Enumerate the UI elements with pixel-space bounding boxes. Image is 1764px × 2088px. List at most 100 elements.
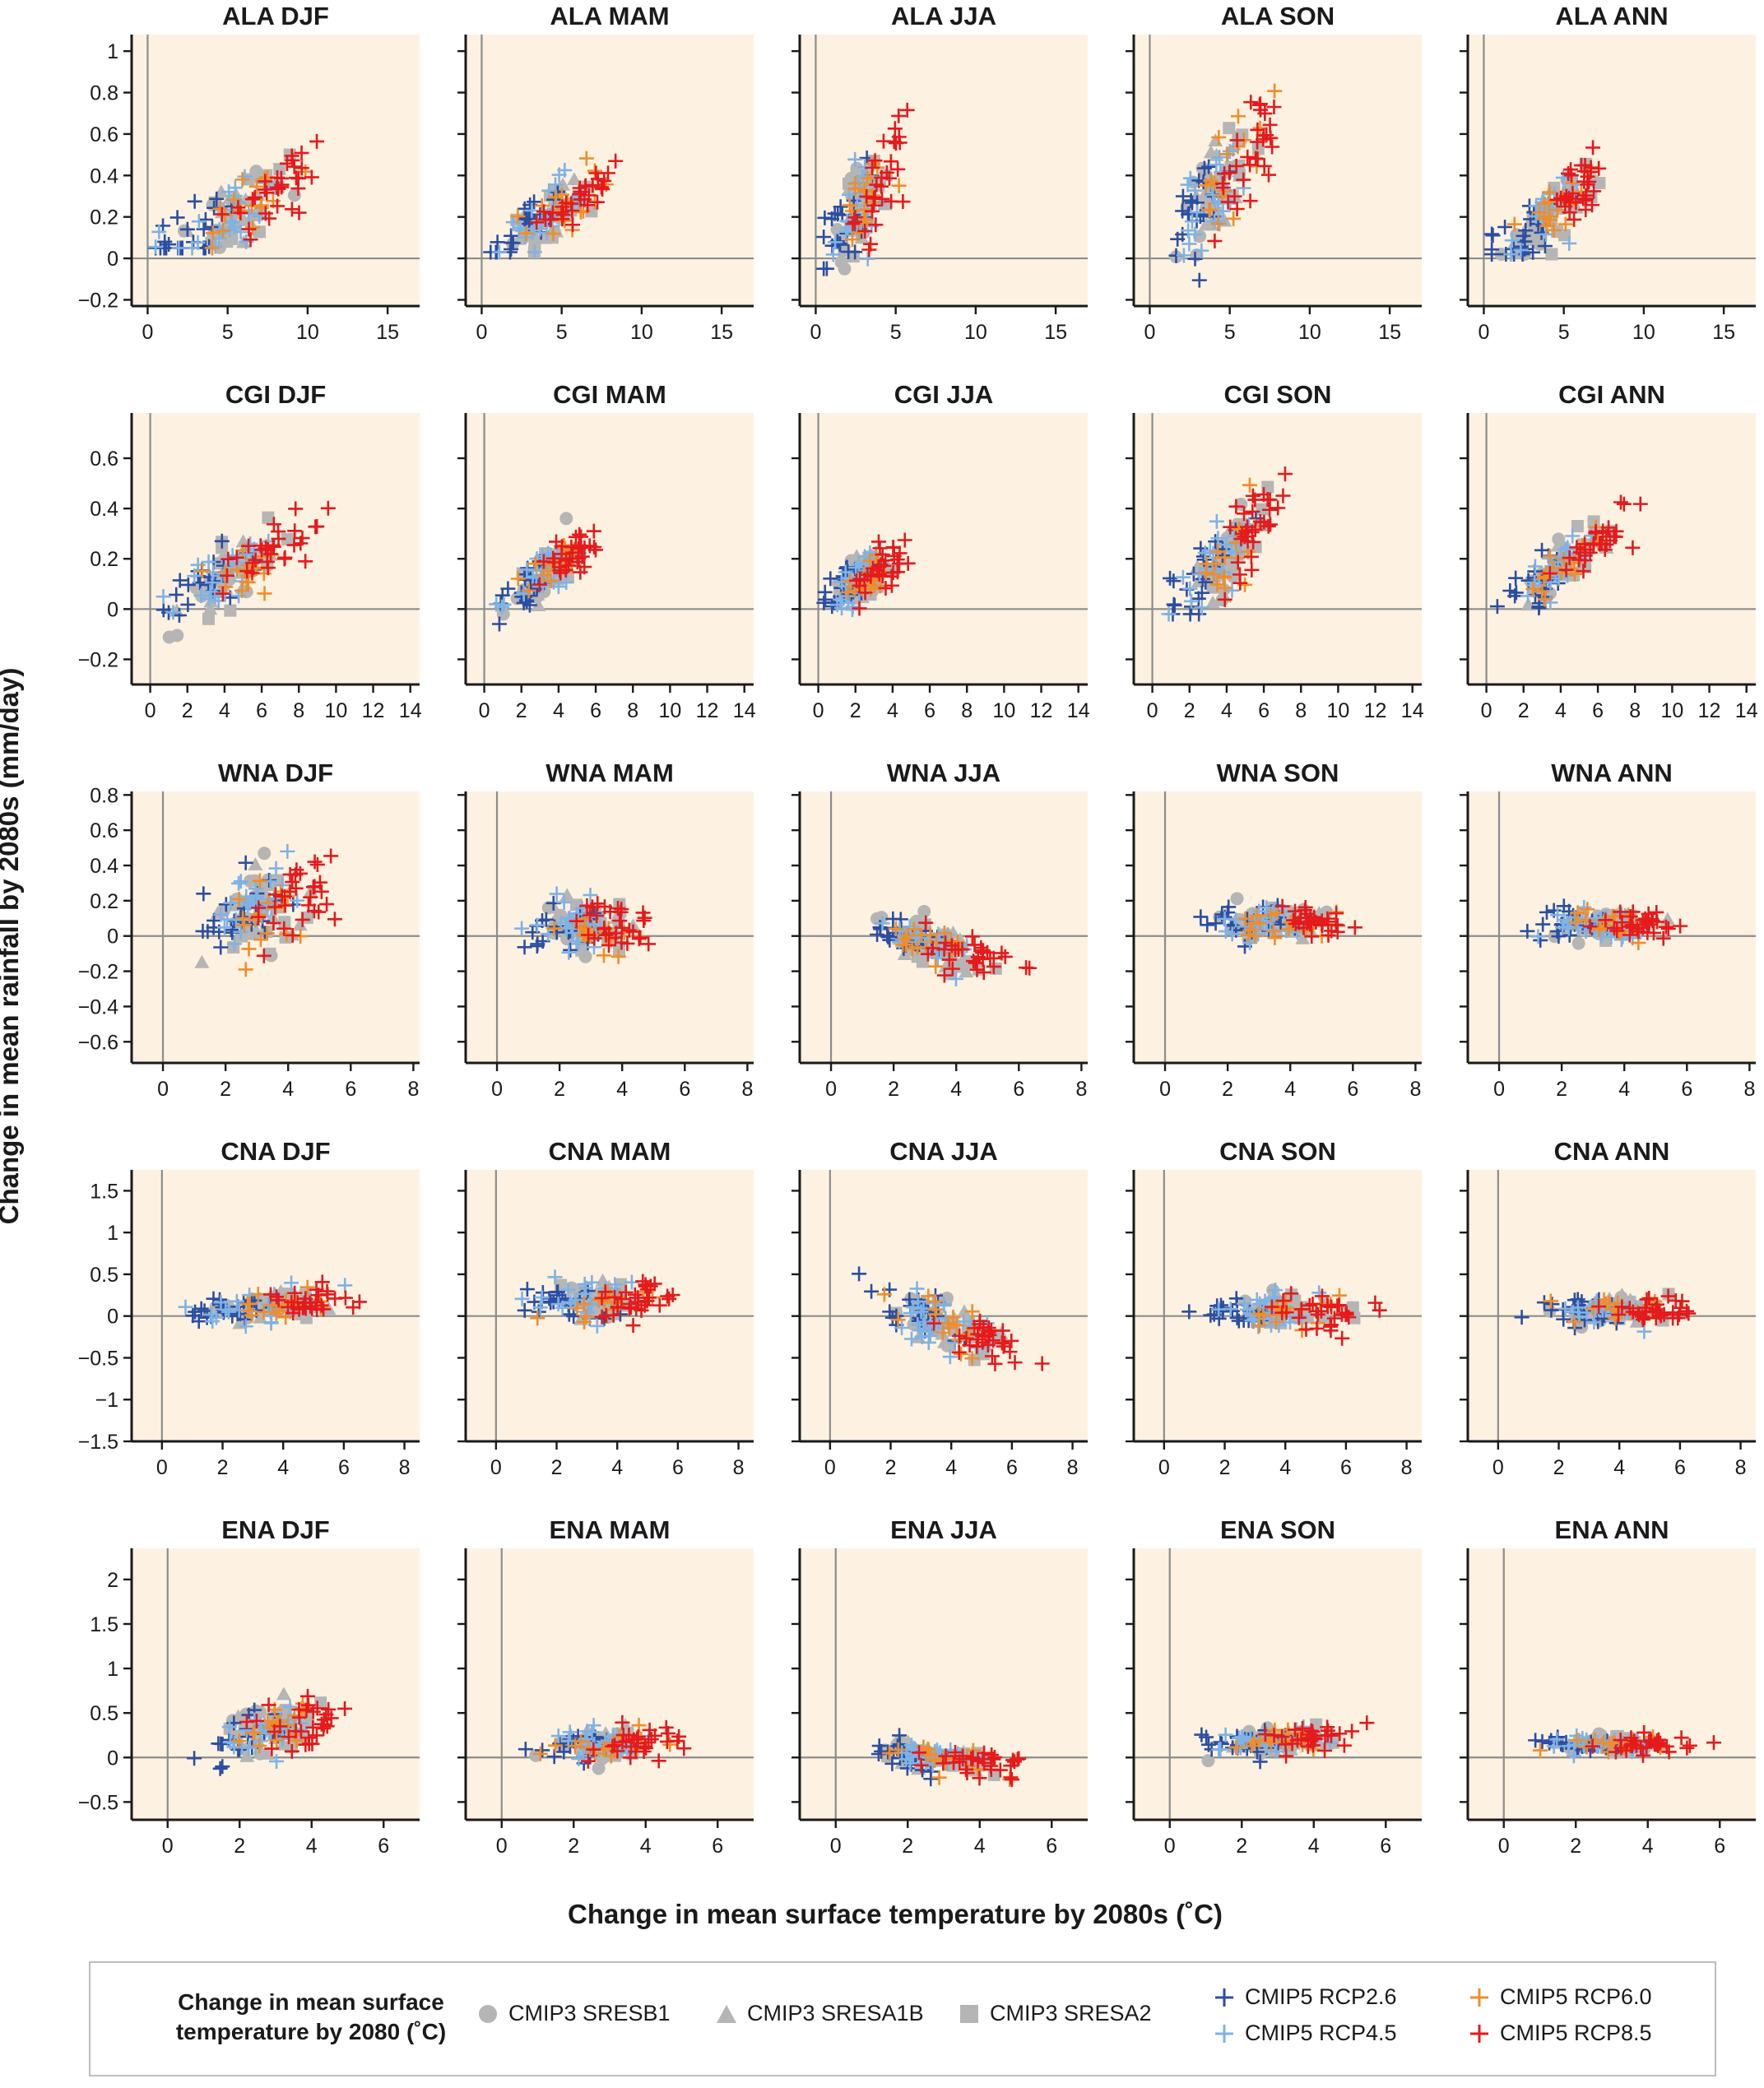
x-tick-label: 10: [658, 699, 681, 722]
legend-title: Change in mean surface temperature by 20…: [175, 1989, 447, 2044]
point-rcp60: [518, 225, 534, 241]
point-rcp45: [211, 221, 227, 237]
panel-background: [800, 413, 1088, 684]
point-rcp85: [1229, 202, 1245, 217]
point-rcp26: [1183, 193, 1199, 208]
y-tick-label: 0.6: [90, 123, 118, 146]
x-tick-label: 8: [407, 1078, 419, 1101]
point-rcp60: [1557, 216, 1573, 232]
point-rcp85: [1228, 158, 1244, 174]
y-tick-label: 1.5: [90, 1613, 118, 1636]
x-tick-label: 8: [1401, 1456, 1413, 1479]
x-tick-label: 6: [1380, 1835, 1391, 1858]
point-sresa1b: [555, 177, 571, 191]
point-rcp26: [1484, 226, 1500, 242]
point-rcp85: [601, 165, 616, 181]
point-rcp60: [1210, 216, 1226, 231]
point-rcp85: [1229, 132, 1245, 148]
y-tick-label: −1.5: [78, 1431, 118, 1454]
x-tick-label: 14: [1067, 699, 1090, 722]
point-rcp85: [291, 205, 307, 220]
x-tick-label: 4: [1284, 1078, 1296, 1101]
point-rcp85: [859, 188, 875, 204]
point-sresa1b: [1203, 145, 1219, 159]
x-tick-label: 0: [491, 1078, 503, 1101]
point-rcp26: [1191, 272, 1207, 288]
x-tick-label: 4: [277, 1456, 289, 1479]
panel-title: ENA MAM: [550, 1515, 671, 1544]
point-rcp45: [165, 605, 181, 620]
y-tick-label: −0.5: [78, 1791, 118, 1814]
panel-ena-ann: ENA ANN 0 2 4 6: [1460, 1515, 1756, 1858]
x-tick-label: 6: [1592, 699, 1604, 722]
point-rcp85: [529, 215, 545, 230]
point-rcp85: [1260, 167, 1276, 183]
panel-background: [1468, 1548, 1756, 1820]
panel-wna-jja: WNA JJA 0 2 4 6 8: [791, 759, 1088, 1101]
point-rcp45: [1187, 183, 1203, 198]
x-tick-label: 10: [1326, 699, 1349, 722]
point-rcp60: [1211, 129, 1227, 145]
y-tick-label: 0.8: [90, 784, 118, 807]
point-sresa2: [1236, 128, 1249, 142]
point-rcp60: [573, 204, 588, 220]
point-rcp45: [187, 568, 202, 584]
y-tick-label: 0: [107, 926, 118, 949]
point-sresb1: [917, 904, 931, 918]
x-tick-label: 2: [551, 1456, 563, 1479]
x-tick-label: 5: [1224, 321, 1236, 344]
point-rcp85: [1562, 194, 1578, 210]
point-rcp26: [1518, 223, 1534, 239]
panel-title: ENA ANN: [1555, 1515, 1669, 1544]
point-rcp45: [491, 244, 507, 260]
x-tick-label: 6: [378, 1835, 389, 1858]
panel-ala-djf: ALA DJF−0.200.20.40.60.810 5 10 15: [78, 2, 420, 344]
point-rcp45: [201, 554, 216, 570]
legend-item-sresa1b: CMIP3 SRESA1B: [716, 2001, 924, 2026]
panel-background: [1468, 35, 1756, 306]
x-tick-label: 6: [338, 1456, 350, 1479]
panel-title: ALA MAM: [550, 2, 669, 30]
panel-title: CGI MAM: [553, 380, 666, 409]
point-rcp45: [524, 203, 540, 218]
point-rcp26: [187, 193, 202, 209]
x-tick-label: 2: [516, 699, 527, 722]
point-rcp60: [226, 192, 242, 207]
point-rcp85: [883, 154, 898, 169]
y-tick-label: 1: [107, 1222, 118, 1245]
x-tick-label: 5: [1558, 321, 1570, 344]
x-tick-label: 5: [222, 321, 234, 344]
y-tick-label: 1: [107, 40, 118, 63]
point-rcp85: [1240, 149, 1256, 165]
point-rcp45: [1222, 143, 1237, 159]
x-tick-label: 0: [1158, 1456, 1170, 1479]
panel-background: [1134, 413, 1422, 684]
x-tick-label: 0: [1147, 699, 1158, 722]
point-rcp60: [856, 202, 872, 217]
legend-item-rcp26: CMIP5 RCP2.6: [1214, 1984, 1397, 2010]
point-rcp85: [1580, 177, 1595, 193]
point-rcp85: [1266, 99, 1282, 114]
panel-cna-son: CNA SON 0 2 4 6 8: [1126, 1137, 1422, 1479]
x-tick-label: 4: [219, 699, 230, 722]
point-rcp26: [172, 573, 188, 588]
panel-background: [466, 413, 754, 684]
point-rcp60: [245, 220, 261, 235]
x-tick-label: 2: [888, 1078, 899, 1101]
point-sresb1: [1230, 892, 1244, 906]
point-rcp85: [536, 204, 552, 220]
triangle-marker-icon: [717, 2004, 736, 2023]
point-rcp85: [895, 194, 911, 210]
point-rcp60: [204, 240, 220, 256]
point-sresa2: [281, 532, 294, 545]
legend-label-rcp45: CMIP5 RCP4.5: [1245, 2021, 1397, 2045]
point-rcp45: [828, 234, 843, 250]
x-tick-label: 6: [1046, 1835, 1057, 1858]
point-rcp26: [816, 261, 832, 276]
panel-background: [800, 1548, 1088, 1820]
x-tick-label: 2: [1236, 1835, 1247, 1858]
point-rcp85: [1576, 191, 1591, 206]
point-sresa1b: [202, 601, 218, 615]
x-tick-label: 0: [479, 699, 490, 722]
x-tick-label: 2: [220, 1078, 231, 1101]
